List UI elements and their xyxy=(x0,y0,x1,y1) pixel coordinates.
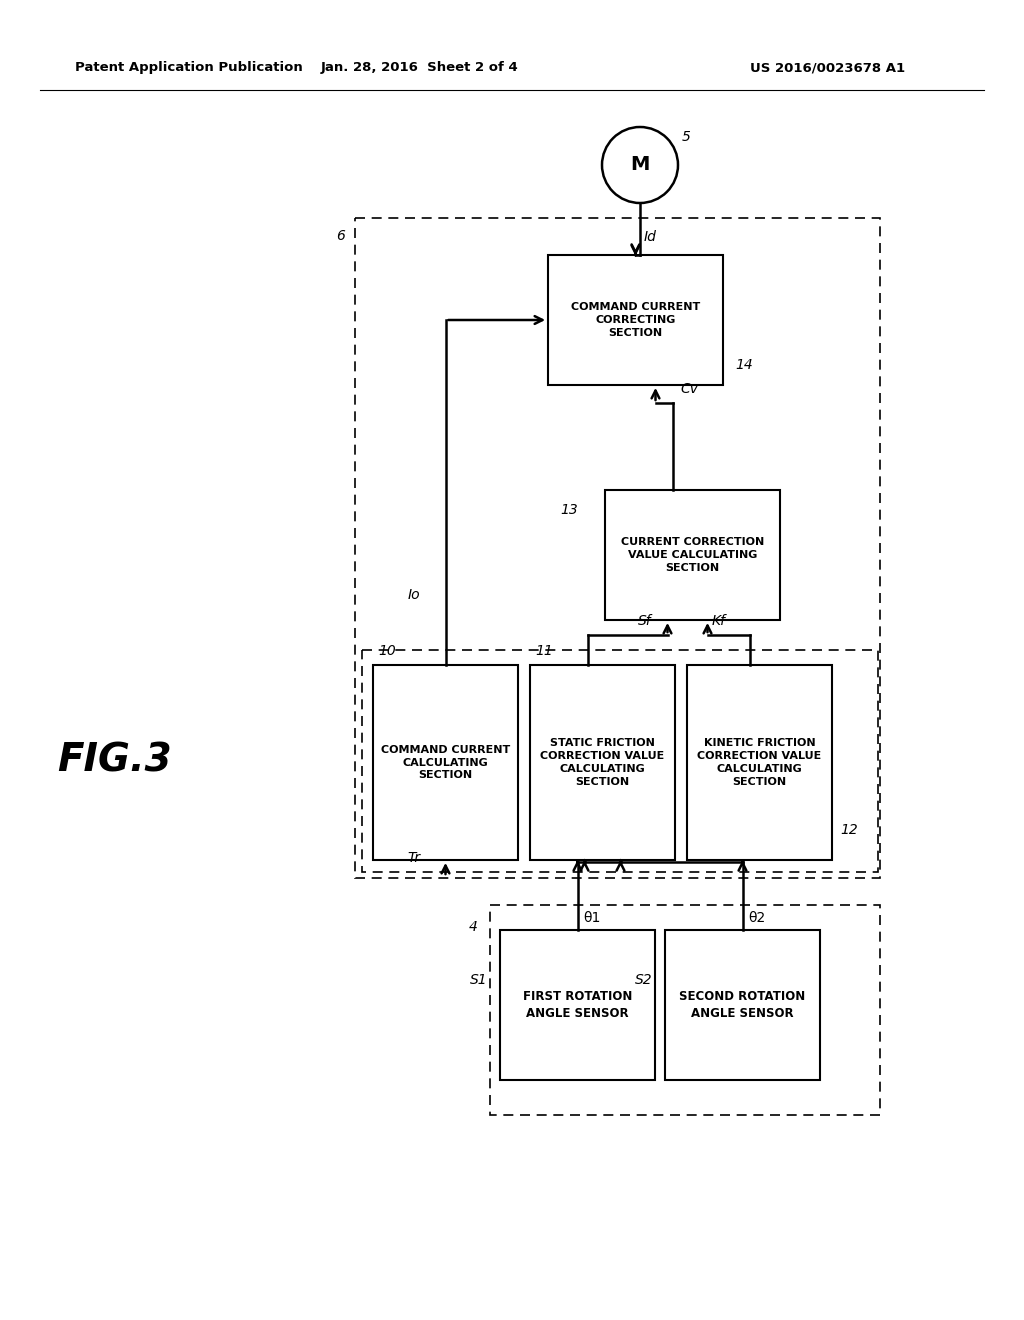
Text: 4: 4 xyxy=(469,920,478,935)
Text: COMMAND CURRENT
CORRECTING
SECTION: COMMAND CURRENT CORRECTING SECTION xyxy=(570,302,700,338)
Text: S1: S1 xyxy=(470,973,488,987)
Text: STATIC FRICTION
CORRECTION VALUE
CALCULATING
SECTION: STATIC FRICTION CORRECTION VALUE CALCULA… xyxy=(541,738,665,787)
Text: 11: 11 xyxy=(535,644,553,657)
Bar xyxy=(530,665,675,861)
Text: Jan. 28, 2016  Sheet 2 of 4: Jan. 28, 2016 Sheet 2 of 4 xyxy=(322,62,519,74)
Text: CURRENT CORRECTION
VALUE CALCULATING
SECTION: CURRENT CORRECTION VALUE CALCULATING SEC… xyxy=(621,537,764,573)
Bar xyxy=(373,665,518,861)
Bar xyxy=(362,649,878,873)
Bar xyxy=(500,931,655,1080)
Text: 10: 10 xyxy=(378,644,395,657)
Text: M: M xyxy=(631,156,649,174)
Text: θ1: θ1 xyxy=(584,911,601,925)
Circle shape xyxy=(602,127,678,203)
Text: θ2: θ2 xyxy=(749,911,766,925)
Text: KINETIC FRICTION
CORRECTION VALUE
CALCULATING
SECTION: KINETIC FRICTION CORRECTION VALUE CALCUL… xyxy=(697,738,821,787)
Text: 5: 5 xyxy=(682,129,690,144)
Text: S2: S2 xyxy=(635,973,653,987)
Bar xyxy=(490,906,880,1115)
Bar xyxy=(687,665,831,861)
Text: 13: 13 xyxy=(560,503,578,517)
Text: Patent Application Publication: Patent Application Publication xyxy=(75,62,303,74)
Text: Kf: Kf xyxy=(712,614,725,628)
Bar xyxy=(605,490,780,620)
Text: 6: 6 xyxy=(336,228,345,243)
Text: FIRST ROTATION
ANGLE SENSOR: FIRST ROTATION ANGLE SENSOR xyxy=(523,990,632,1020)
Text: Io: Io xyxy=(408,587,420,602)
Text: Sf: Sf xyxy=(638,614,651,628)
Text: 12: 12 xyxy=(840,822,858,837)
Text: SECOND ROTATION
ANGLE SENSOR: SECOND ROTATION ANGLE SENSOR xyxy=(679,990,806,1020)
Text: Cv: Cv xyxy=(681,381,698,396)
Text: Tr: Tr xyxy=(408,851,421,865)
Text: US 2016/0023678 A1: US 2016/0023678 A1 xyxy=(750,62,905,74)
Text: COMMAND CURRENT
CALCULATING
SECTION: COMMAND CURRENT CALCULATING SECTION xyxy=(381,744,510,780)
Bar xyxy=(355,218,880,878)
Text: FIG.3: FIG.3 xyxy=(57,741,172,779)
Text: Id: Id xyxy=(643,230,656,244)
Bar xyxy=(548,255,723,385)
Text: 14: 14 xyxy=(735,358,753,372)
Bar xyxy=(665,931,820,1080)
